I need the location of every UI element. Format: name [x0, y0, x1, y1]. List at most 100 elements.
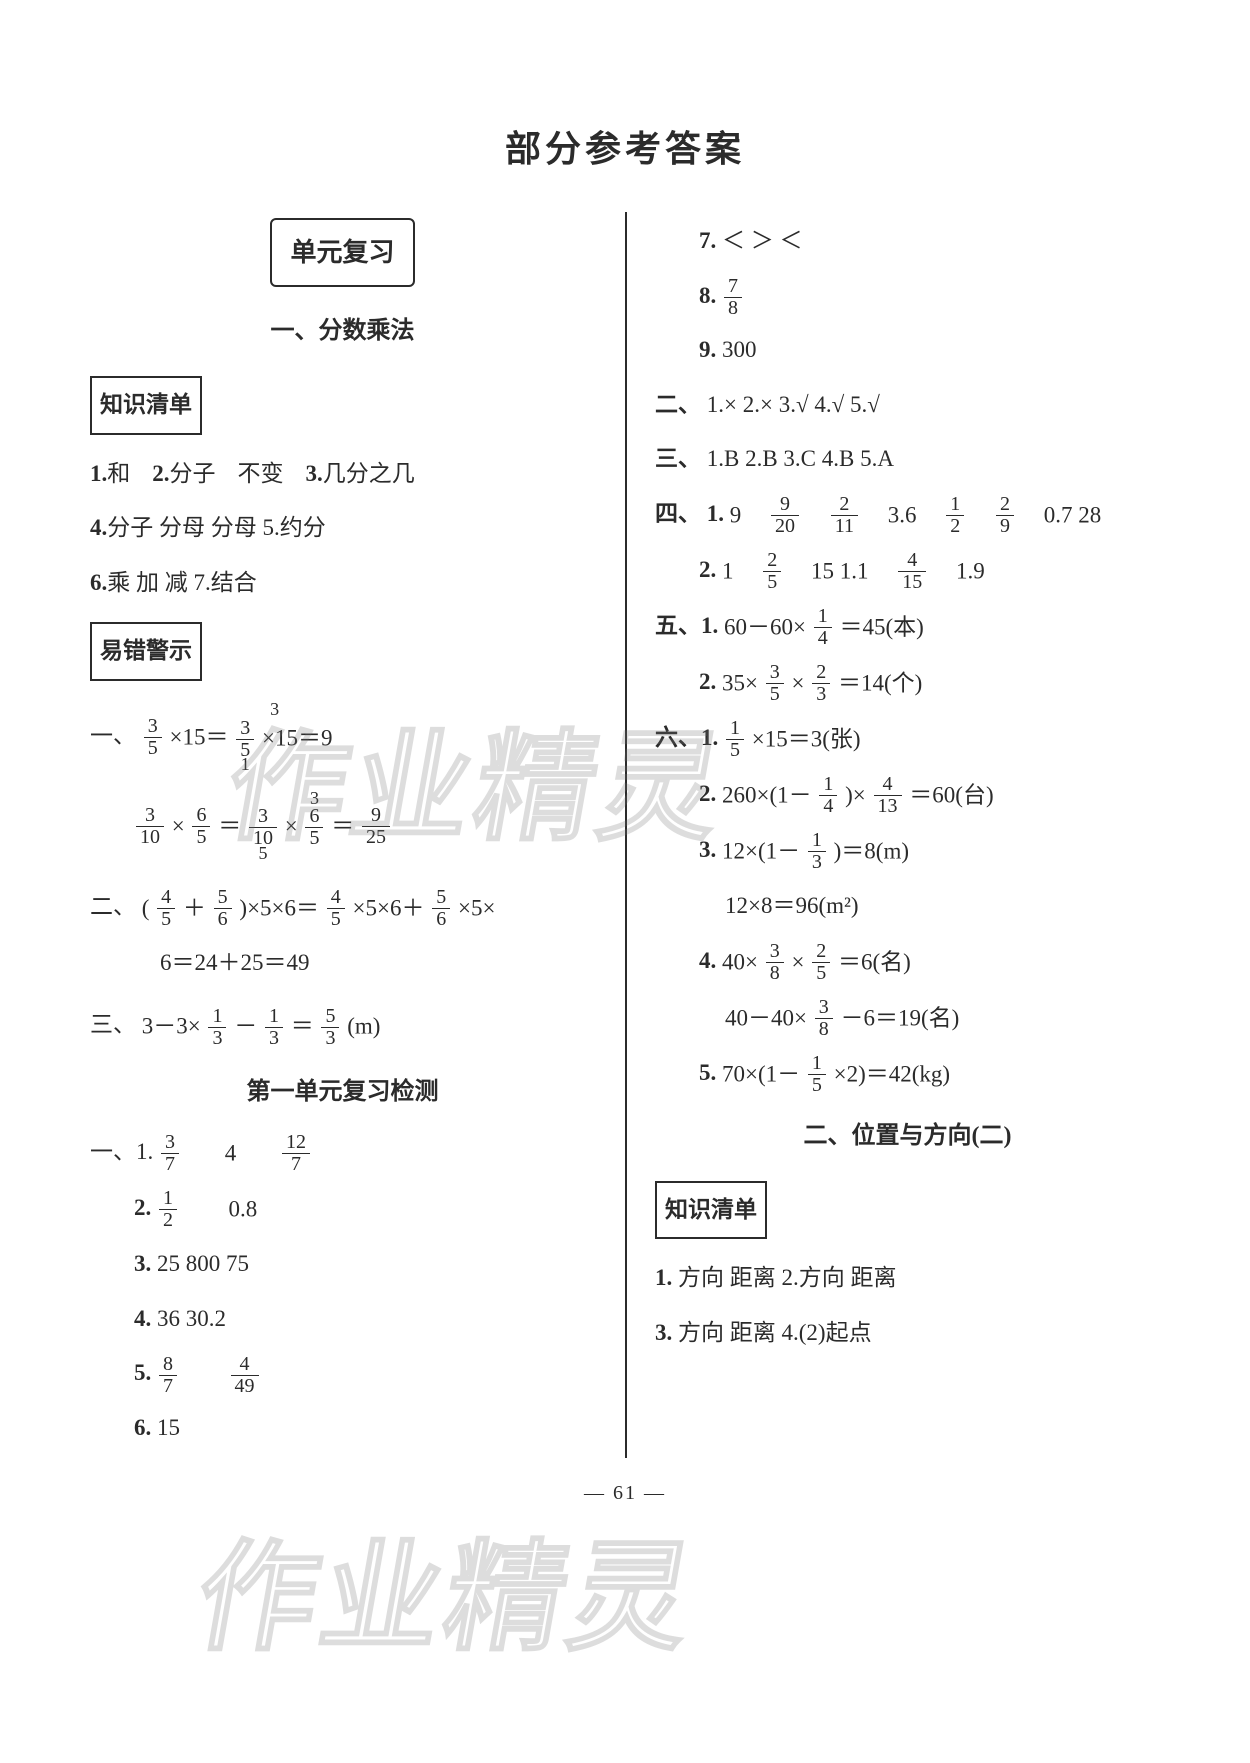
r-block-5-2: 2. 35× 35 × 23 ＝14(个): [655, 657, 1160, 709]
text: 1: [722, 558, 734, 583]
label: 4.: [699, 948, 716, 973]
frac-num: 12: [282, 1132, 310, 1154]
text: 25 800 75: [157, 1251, 249, 1276]
text: (m): [347, 1014, 380, 1039]
frac-num: 5: [321, 1006, 339, 1028]
section-2-heading: 二、位置与方向(二): [655, 1110, 1160, 1163]
r-block-6-4b: 40－40× 38 －6＝19(名): [655, 992, 1160, 1044]
test-1-heading: 第一单元复习检测: [90, 1066, 595, 1119]
text: 3－3×: [142, 1014, 201, 1039]
text: 40－40×: [725, 1005, 807, 1030]
frac-den: 5: [144, 738, 162, 759]
text: ＜ ＞ ＜: [722, 228, 803, 253]
text: ×: [172, 813, 185, 838]
frac-num: 5: [214, 887, 232, 909]
text: 260×(1－: [722, 782, 812, 807]
label: 6.: [134, 1415, 151, 1440]
frac-num: 1: [808, 830, 826, 852]
mistake-label: 易错警示: [90, 622, 202, 681]
label: 1.: [655, 1265, 672, 1290]
r-block-6-1: 六、1. 15 ×15＝3(张): [655, 713, 1160, 765]
frac-num: 3: [766, 941, 784, 963]
frac-den: 8: [724, 298, 742, 319]
text: 15: [157, 1415, 180, 1440]
label: 四、: [655, 501, 701, 526]
text: ＋: [183, 895, 206, 920]
text: 1.9: [956, 558, 985, 583]
r-block-4-2: 2. 1 25 15 1.1 415 1.9: [655, 545, 1160, 597]
frac-num: 1: [265, 1006, 283, 1028]
item-number: 4.: [90, 515, 107, 540]
text: 70×(1－: [722, 1061, 800, 1086]
frac-num: 7: [724, 276, 742, 298]
text: 1.× 2.× 3.√ 4.√ 5.√: [707, 392, 880, 417]
text: 0.8: [223, 1197, 258, 1222]
text: )×5×6＝: [239, 895, 319, 920]
text: 9: [730, 502, 742, 527]
knowledge-row-2: 4.分子 分母 分母 5.约分: [90, 503, 595, 554]
page-number: — 61 —: [90, 1482, 1160, 1505]
frac-den: 8: [766, 963, 784, 984]
frac-num: 2: [831, 494, 858, 516]
label: 二、: [90, 894, 136, 919]
frac-den: 15: [898, 572, 926, 593]
frac-den: 3: [208, 1028, 226, 1049]
test-row-2: 2. 12 0.8: [90, 1183, 595, 1235]
knowledge-row-3: 6.乘 加 减 7.结合: [90, 558, 595, 609]
frac-num: 4: [327, 887, 345, 909]
frac-num: 4: [874, 774, 902, 796]
item-number: 1.: [90, 461, 107, 486]
r-block-6-5: 5. 70×(1－ 15 ×2)＝42(kg): [655, 1048, 1160, 1100]
knowledge-label-2: 知识清单: [655, 1181, 767, 1240]
cancel-bot: 1: [241, 745, 250, 785]
item-text: 乘 加 减 7.结合: [107, 570, 257, 595]
frac-num: 9: [771, 494, 799, 516]
main-title: 部分参考答案: [90, 120, 1160, 172]
text: 3.6: [888, 502, 917, 527]
knowledge-label: 知识清单: [90, 376, 202, 435]
frac-den: 5: [726, 740, 744, 761]
text: －6＝19(名): [840, 1005, 959, 1030]
frac-num: 3: [144, 716, 162, 738]
label: 1.: [707, 501, 724, 526]
test-row-1: 一、1. 37 4 127: [90, 1127, 595, 1179]
frac-den: 8: [815, 1019, 833, 1040]
text: ＝60(台): [909, 782, 993, 807]
r-block-6-3b: 12×8＝96(m²): [655, 881, 1160, 932]
text: ＝: [291, 1014, 314, 1039]
frac-num: 2: [763, 550, 781, 572]
frac-den: 6: [432, 909, 450, 930]
item-number: 6.: [90, 570, 107, 595]
label: 4.: [134, 1306, 151, 1331]
text: ＝: [331, 813, 354, 838]
text: ×5×: [458, 895, 495, 920]
text: ×15＝3(张): [752, 726, 861, 751]
frac-num: 2: [812, 662, 830, 684]
knowledge-row-1: 1.和2.分子不变3.几分之几: [90, 449, 595, 500]
frac-num: 3: [236, 718, 254, 740]
frac-num: 1: [819, 774, 837, 796]
test-row-3: 3. 25 800 75: [90, 1239, 595, 1290]
frac-den: 4: [819, 796, 837, 817]
frac-den: 13: [874, 796, 902, 817]
text: ＝14(个): [838, 670, 922, 695]
text: ×: [285, 813, 298, 838]
frac-num: 1: [726, 718, 744, 740]
cancel-top: 3: [270, 690, 279, 730]
frac-den: 5: [327, 909, 345, 930]
test-row-6: 6. 15: [90, 1403, 595, 1454]
frac-num: 3: [161, 1132, 179, 1154]
label: 2.: [699, 669, 716, 694]
text: 15 1.1: [811, 558, 869, 583]
item-text: 和: [107, 461, 130, 486]
text: 12×8＝96(m²): [725, 893, 859, 918]
frac-den: 3: [808, 852, 826, 873]
frac-den: 3: [321, 1028, 339, 1049]
text: ×5×6＋: [353, 895, 425, 920]
left-column: 单元复习 一、分数乘法 知识清单 1.和2.分子不变3.几分之几 4.分子 分母…: [90, 212, 625, 1458]
text: )＝8(m): [834, 838, 909, 863]
text: 36 30.2: [157, 1306, 226, 1331]
frac-den: 3: [265, 1028, 283, 1049]
frac-den: 20: [771, 516, 799, 537]
text: 方向 距离 4.(2)起点: [678, 1320, 872, 1345]
